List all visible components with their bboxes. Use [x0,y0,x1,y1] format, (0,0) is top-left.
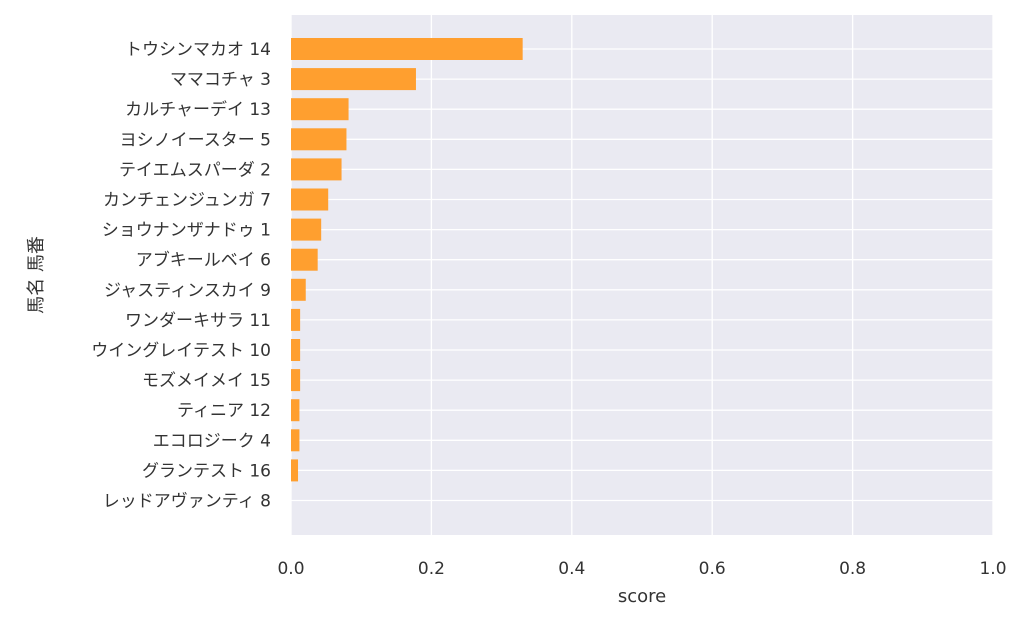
y-tick-labels: トウシンマカオ 14 ママコチャ 3 カルチャーデイ 13 ヨシノイースター 5 テイエ… [91,40,271,512]
y-tick-label: カルチャーデイ 13 [125,99,271,120]
y-tick-label: ティニア 12 [177,401,271,421]
y-tick-label: モズメイメイ 15 [142,371,271,391]
y-tick-label: トウシンマカオ 14 [125,40,271,60]
y-tick-label: エコロジーク 4 [153,431,271,451]
bar [291,98,349,121]
y-tick-label: ワンダーキサラ 11 [125,311,271,331]
y-tick-label: テイエムスパーダ 2 [119,160,271,180]
y-tick-label: ヨシノイースター 5 [120,130,271,150]
x-tick-labels: 0.0 0.2 0.4 0.6 0.8 1.0 [277,559,1006,579]
bar [291,399,300,422]
bar [291,68,416,91]
bar [291,369,301,392]
bar [291,459,299,482]
x-tick-label: 0.6 [699,559,726,579]
x-tick-label: 1.0 [979,559,1006,579]
bar [291,218,322,241]
bar [291,248,318,271]
bar [291,278,306,301]
y-tick-label: ジャスティンスカイ 9 [104,281,271,301]
bar [291,308,301,331]
x-axis-label: score [618,586,666,607]
y-tick-label: レッドアヴァンティ 8 [103,492,271,512]
y-tick-label: グランテスト 16 [142,461,271,481]
x-tick-label: 0.8 [839,559,866,579]
x-tick-label: 0.2 [418,559,445,579]
bar [291,429,300,452]
grid-lines [290,15,994,535]
plot-area [291,15,993,535]
bar [291,339,301,361]
bar [291,128,347,151]
y-tick-label: ウイングレイテスト 10 [91,341,271,361]
x-tick-label: 0.4 [558,559,585,579]
bar [291,158,342,181]
y-tick-label: ショウナンザナドゥ 1 [102,221,271,241]
y-axis-label: 馬名 馬番 [26,236,47,314]
y-tick-label: カンチェンジュンガ 7 [103,191,271,211]
y-tick-label: アブキールベイ 6 [136,250,271,271]
x-tick-label: 0.0 [277,559,304,579]
bar [291,38,523,60]
bars [291,38,523,482]
bar [291,188,329,211]
y-tick-label: ママコチャ 3 [170,70,271,90]
